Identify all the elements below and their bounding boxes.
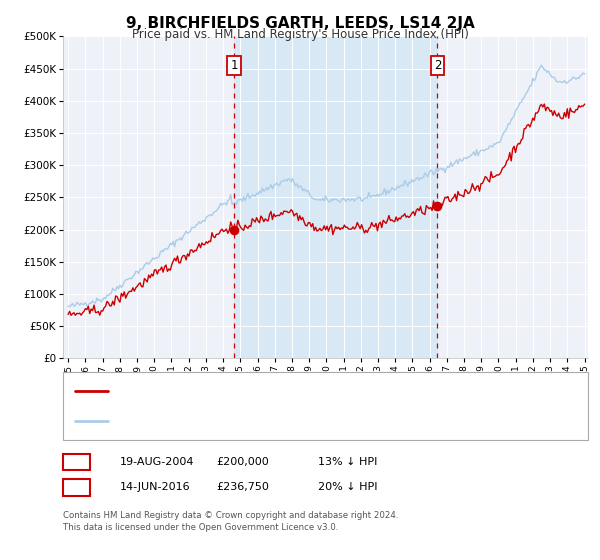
Text: 2: 2 <box>73 480 80 494</box>
Text: £236,750: £236,750 <box>216 482 269 492</box>
Text: 1: 1 <box>73 455 80 469</box>
Text: £200,000: £200,000 <box>216 457 269 467</box>
Text: 9, BIRCHFIELDS GARTH, LEEDS, LS14 2JA: 9, BIRCHFIELDS GARTH, LEEDS, LS14 2JA <box>125 16 475 31</box>
Text: 13% ↓ HPI: 13% ↓ HPI <box>318 457 377 467</box>
Text: 2: 2 <box>434 59 441 72</box>
Text: This data is licensed under the Open Government Licence v3.0.: This data is licensed under the Open Gov… <box>63 523 338 532</box>
Bar <box>234 36 437 358</box>
Text: 20% ↓ HPI: 20% ↓ HPI <box>318 482 377 492</box>
Text: Price paid vs. HM Land Registry's House Price Index (HPI): Price paid vs. HM Land Registry's House … <box>131 28 469 41</box>
Text: 14-JUN-2016: 14-JUN-2016 <box>120 482 191 492</box>
Text: 1: 1 <box>230 59 238 72</box>
Text: HPI: Average price, detached house, Leeds: HPI: Average price, detached house, Leed… <box>114 416 337 426</box>
Text: Contains HM Land Registry data © Crown copyright and database right 2024.: Contains HM Land Registry data © Crown c… <box>63 511 398 520</box>
Text: 19-AUG-2004: 19-AUG-2004 <box>120 457 194 467</box>
Text: 9, BIRCHFIELDS GARTH, LEEDS, LS14 2JA (detached house): 9, BIRCHFIELDS GARTH, LEEDS, LS14 2JA (d… <box>114 386 421 396</box>
